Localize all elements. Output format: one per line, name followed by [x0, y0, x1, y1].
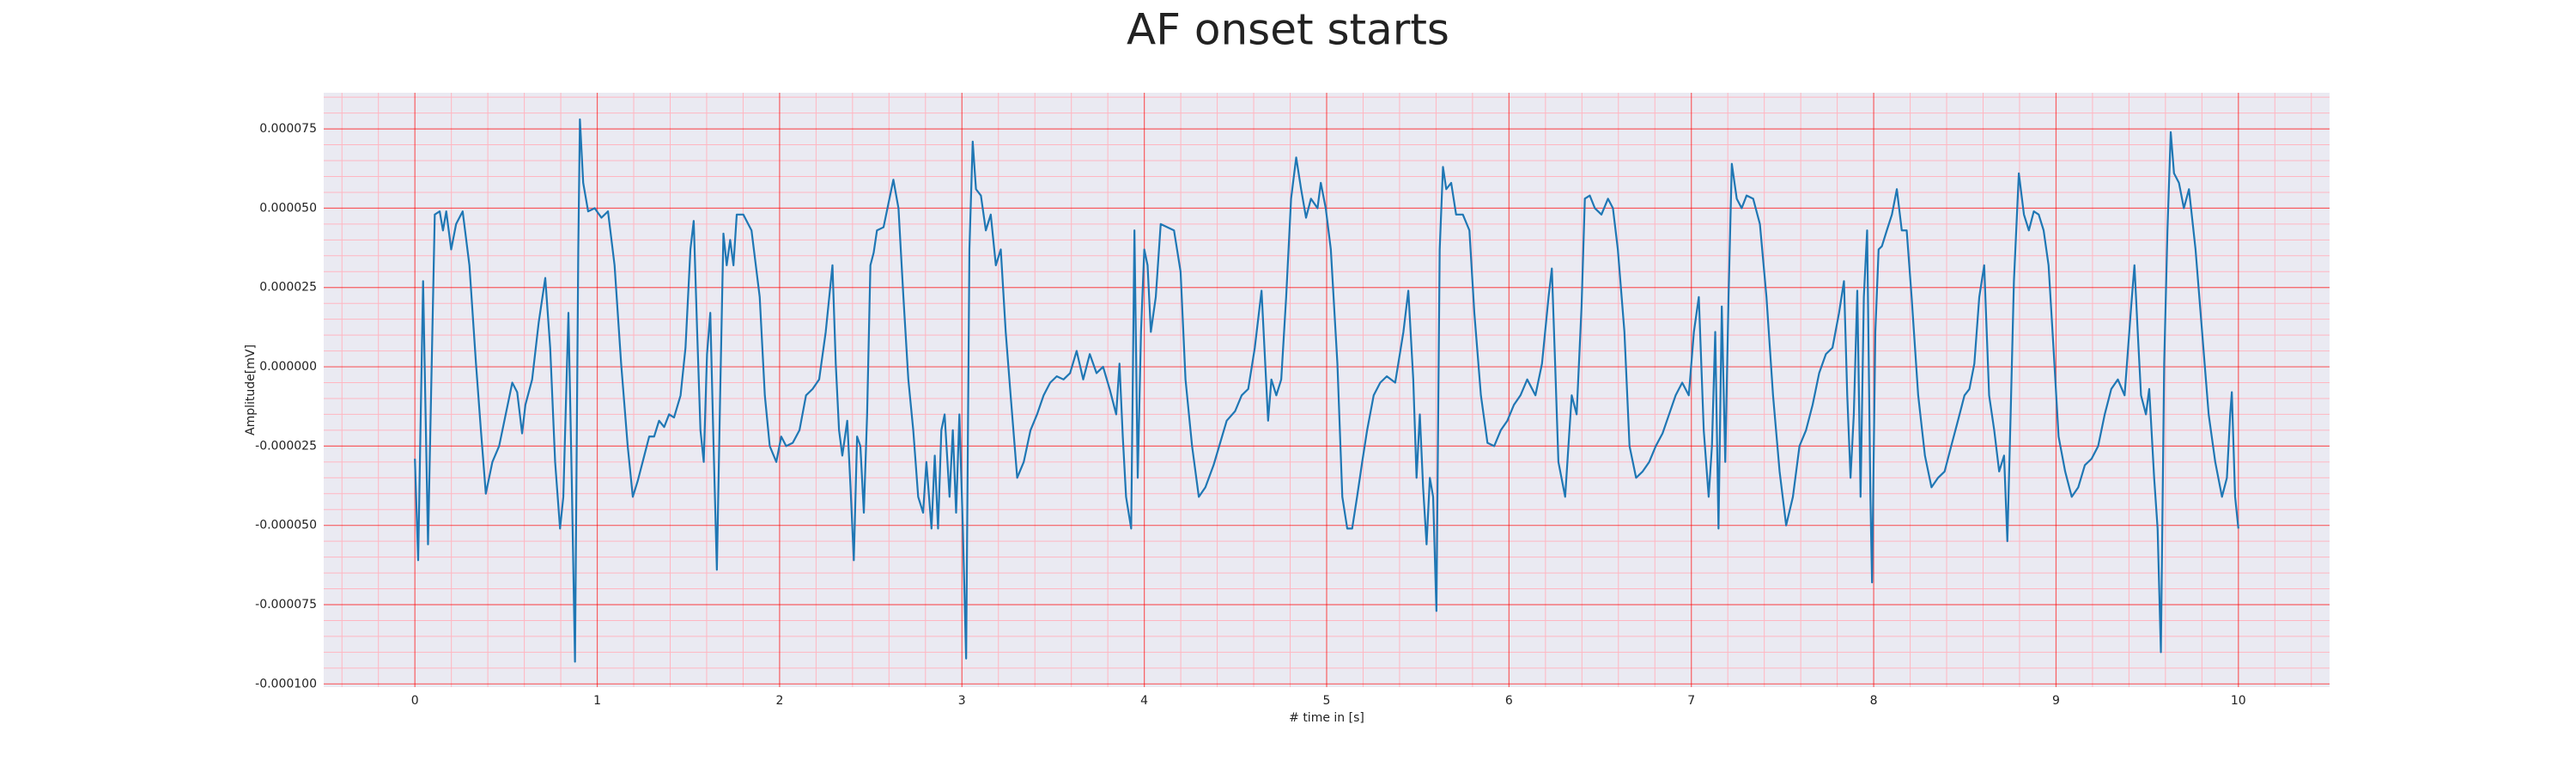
- x-tick-label: 9: [2052, 694, 2060, 708]
- y-tick-label: 0.000000: [259, 360, 317, 374]
- y-tick-label: -0.000025: [255, 439, 317, 453]
- x-axis-label: # time in [s]: [1289, 711, 1364, 725]
- y-tick-label: -0.000075: [255, 598, 317, 612]
- chart-title: AF onset starts: [1127, 5, 1449, 55]
- x-tick-label: 1: [593, 694, 601, 708]
- x-tick-label: 6: [1505, 694, 1513, 708]
- x-tick-label: 4: [1140, 694, 1148, 708]
- x-tick-label: 2: [775, 694, 783, 708]
- y-tick-label: 0.000050: [259, 201, 317, 215]
- x-tick-label: 10: [2231, 694, 2246, 708]
- y-axis-label: Amplitude[mV]: [244, 344, 258, 435]
- x-tick-label: 5: [1323, 694, 1331, 708]
- y-tick-label: -0.000100: [255, 677, 317, 691]
- y-tick-label: 0.000025: [259, 281, 317, 295]
- x-tick-label: 0: [411, 694, 419, 708]
- signal-line: [414, 118, 2239, 663]
- x-tick-label: 3: [958, 694, 966, 708]
- y-tick-label: -0.000050: [255, 519, 317, 533]
- x-tick-label: 7: [1687, 694, 1695, 708]
- x-tick-label: 8: [1870, 694, 1878, 708]
- y-tick-label: 0.000075: [259, 122, 317, 136]
- plot-area: [324, 93, 2330, 687]
